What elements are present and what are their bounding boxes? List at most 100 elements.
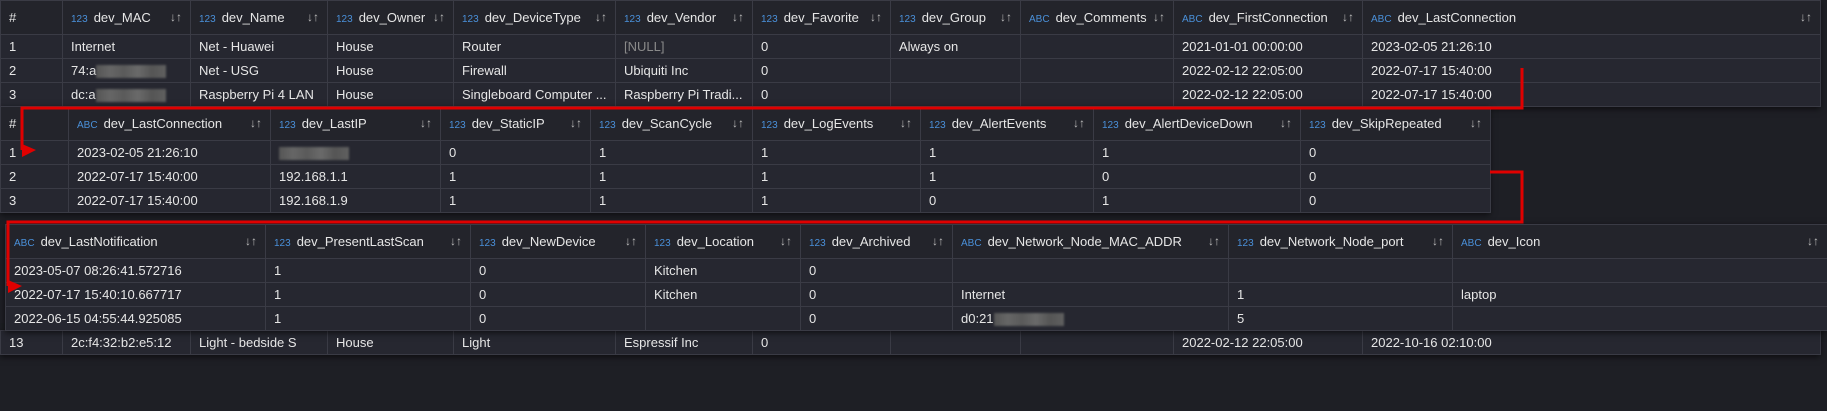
sort-icon[interactable]: ↓↑ — [1432, 234, 1444, 248]
sort-icon[interactable]: ↓↑ — [1342, 10, 1354, 24]
table-cell[interactable]: 2022-02-12 22:05:00 — [1173, 82, 1363, 107]
table-cell[interactable]: Internet — [952, 282, 1229, 307]
table-cell[interactable]: 1 — [752, 188, 921, 213]
table-cell[interactable]: 1 — [590, 188, 753, 213]
table-cell[interactable]: 74:a — [62, 58, 191, 83]
table-cell[interactable]: House — [327, 82, 454, 107]
table-cell[interactable]: 1 — [0, 34, 63, 59]
table-cell[interactable]: 1 — [752, 140, 921, 165]
table-cell[interactable]: 2023-05-07 08:26:41.572716 — [5, 258, 266, 283]
column-header-dev_Location[interactable]: 123 dev_Location ↓↑ — [645, 224, 801, 259]
sort-icon[interactable]: ↓↑ — [170, 10, 182, 24]
column-header-dev_Favorite[interactable]: 123 dev_Favorite ↓↑ — [752, 0, 891, 35]
column-header-dev_AlertDeviceDown[interactable]: 123 dev_AlertDeviceDown ↓↑ — [1093, 106, 1301, 141]
sort-icon[interactable]: ↓↑ — [245, 234, 257, 248]
column-header-dev_Archived[interactable]: 123 dev_Archived ↓↑ — [800, 224, 953, 259]
table-cell[interactable]: 2c:f4:32:b2:e5:12 — [62, 330, 191, 355]
table-cell[interactable] — [952, 258, 1229, 283]
table-cell[interactable]: 1 — [265, 258, 471, 283]
table-cell[interactable]: Singleboard Computer ... — [453, 82, 616, 107]
table-cell[interactable]: 2022-02-12 22:05:00 — [1173, 58, 1363, 83]
table-cell[interactable]: 0 — [752, 34, 891, 59]
table-cell[interactable]: 0 — [752, 82, 891, 107]
table-cell[interactable]: d0:21 — [952, 306, 1229, 331]
table-row[interactable]: 13 2c:f4:32:b2:e5:12 Light - bedside S Hous… — [0, 330, 1821, 355]
column-header-dev_Group[interactable]: 123 dev_Group ↓↑ — [890, 0, 1021, 35]
sort-icon[interactable]: ↓↑ — [900, 116, 912, 130]
table-cell[interactable]: 1 — [1093, 140, 1301, 165]
table-cell[interactable]: 0 — [440, 140, 591, 165]
table-cell[interactable]: 192.168.1.9 — [270, 188, 441, 213]
table-cell[interactable]: 2022-07-17 15:40:00 — [1362, 58, 1821, 83]
table-cell[interactable]: 2 — [0, 164, 69, 189]
sort-icon[interactable]: ↓↑ — [870, 10, 882, 24]
table-cell[interactable] — [1452, 258, 1827, 283]
table-cell[interactable]: 2022-07-17 15:40:00 — [68, 188, 271, 213]
table-cell[interactable]: 0 — [1300, 188, 1491, 213]
table-cell[interactable]: 0 — [800, 306, 953, 331]
sort-icon[interactable]: ↓↑ — [420, 116, 432, 130]
table-row[interactable]: 1 Internet Net - Huawei House Router [NULL] 0 A… — [0, 34, 1821, 59]
column-header-dev_AlertEvents[interactable]: 123 dev_AlertEvents ↓↑ — [920, 106, 1094, 141]
column-header-dev_NewDevice[interactable]: 123 dev_NewDevice ↓↑ — [470, 224, 646, 259]
table-cell[interactable]: 192.168.1.1 — [270, 164, 441, 189]
column-header-dev_Name[interactable]: 123 dev_Name ↓↑ — [190, 0, 328, 35]
column-header-dev_LastConnection[interactable]: ABC dev_LastConnection ↓↑ — [1362, 0, 1821, 35]
table-cell[interactable]: [NULL] — [615, 34, 753, 59]
column-header-dev_LogEvents[interactable]: 123 dev_LogEvents ↓↑ — [752, 106, 921, 141]
table-cell[interactable]: 2022-02-12 22:05:00 — [1173, 330, 1363, 355]
column-header-dev_SkipRepeated[interactable]: 123 dev_SkipRepeated ↓↑ — [1300, 106, 1491, 141]
table-cell[interactable]: 2023-02-05 21:26:10 — [68, 140, 271, 165]
table-cell[interactable]: 5 — [1228, 306, 1453, 331]
table-cell[interactable] — [1452, 306, 1827, 331]
sort-icon[interactable]: ↓↑ — [1800, 10, 1812, 24]
table-cell[interactable] — [890, 58, 1021, 83]
table-cell[interactable]: Internet — [62, 34, 191, 59]
table-cell[interactable]: dc:a — [62, 82, 191, 107]
table-row[interactable]: 2022-07-17 15:40:10.667717 1 0 Kitchen 0 Inte… — [5, 282, 1827, 307]
table-cell[interactable]: 1 — [265, 306, 471, 331]
table-cell[interactable]: 1 — [0, 140, 69, 165]
table-cell[interactable] — [1020, 34, 1174, 59]
column-header-rownum[interactable]: # — [0, 0, 63, 35]
table-cell[interactable]: 3 — [0, 188, 69, 213]
sort-icon[interactable]: ↓↑ — [1208, 234, 1220, 248]
table-cell[interactable]: 0 — [800, 258, 953, 283]
table-cell[interactable]: 0 — [1300, 140, 1491, 165]
column-header-dev_Vendor[interactable]: 123 dev_Vendor ↓↑ — [615, 0, 753, 35]
table-cell[interactable]: 2022-06-15 04:55:44.925085 — [5, 306, 266, 331]
table-cell[interactable]: Raspberry Pi 4 LAN — [190, 82, 328, 107]
sort-icon[interactable]: ↓↑ — [1807, 234, 1819, 248]
table-cell[interactable]: House — [327, 330, 454, 355]
table-cell[interactable]: Light - bedside S — [190, 330, 328, 355]
table-cell[interactable]: 1 — [590, 140, 753, 165]
table-cell[interactable]: Always on — [890, 34, 1021, 59]
table-cell[interactable]: 0 — [1300, 164, 1491, 189]
table-cell[interactable]: 2022-07-17 15:40:00 — [1362, 82, 1821, 107]
table-row[interactable]: 2023-05-07 08:26:41.572716 1 0 Kitchen 0 — [5, 258, 1827, 283]
table-cell[interactable] — [890, 330, 1021, 355]
table-cell[interactable]: 0 — [470, 306, 646, 331]
column-header-dev_LastConnection[interactable]: ABC dev_LastConnection ↓↑ — [68, 106, 271, 141]
table-cell[interactable]: 2021-01-01 00:00:00 — [1173, 34, 1363, 59]
table-row[interactable]: 1 2023-02-05 21:26:10 0 1 1 1 1 0 — [0, 140, 1491, 165]
table-cell[interactable]: Espressif Inc — [615, 330, 753, 355]
column-header-dev_MAC[interactable]: 123 dev_MAC ↓↑ — [62, 0, 191, 35]
table-cell[interactable]: 0 — [920, 188, 1094, 213]
sort-icon[interactable]: ↓↑ — [1000, 10, 1012, 24]
sort-icon[interactable]: ↓↑ — [307, 10, 319, 24]
sort-icon[interactable]: ↓↑ — [1153, 10, 1165, 24]
table-cell[interactable]: House — [327, 34, 454, 59]
table-cell[interactable]: 0 — [470, 282, 646, 307]
table-cell[interactable]: 2022-10-16 02:10:00 — [1362, 330, 1821, 355]
table-cell[interactable]: 1 — [1093, 188, 1301, 213]
column-header-dev_ScanCycle[interactable]: 123 dev_ScanCycle ↓↑ — [590, 106, 753, 141]
column-header-dev_Network_Node_port[interactable]: 123 dev_Network_Node_port ↓↑ — [1228, 224, 1453, 259]
sort-icon[interactable]: ↓↑ — [732, 116, 744, 130]
table-row[interactable]: 2022-06-15 04:55:44.925085 1 0 0 d0:21 5 — [5, 306, 1827, 331]
table-cell[interactable]: Light — [453, 330, 616, 355]
table-cell[interactable]: 2022-07-17 15:40:10.667717 — [5, 282, 266, 307]
table-cell[interactable]: 0 — [800, 282, 953, 307]
table-cell[interactable]: Kitchen — [645, 258, 801, 283]
sort-icon[interactable]: ↓↑ — [625, 234, 637, 248]
